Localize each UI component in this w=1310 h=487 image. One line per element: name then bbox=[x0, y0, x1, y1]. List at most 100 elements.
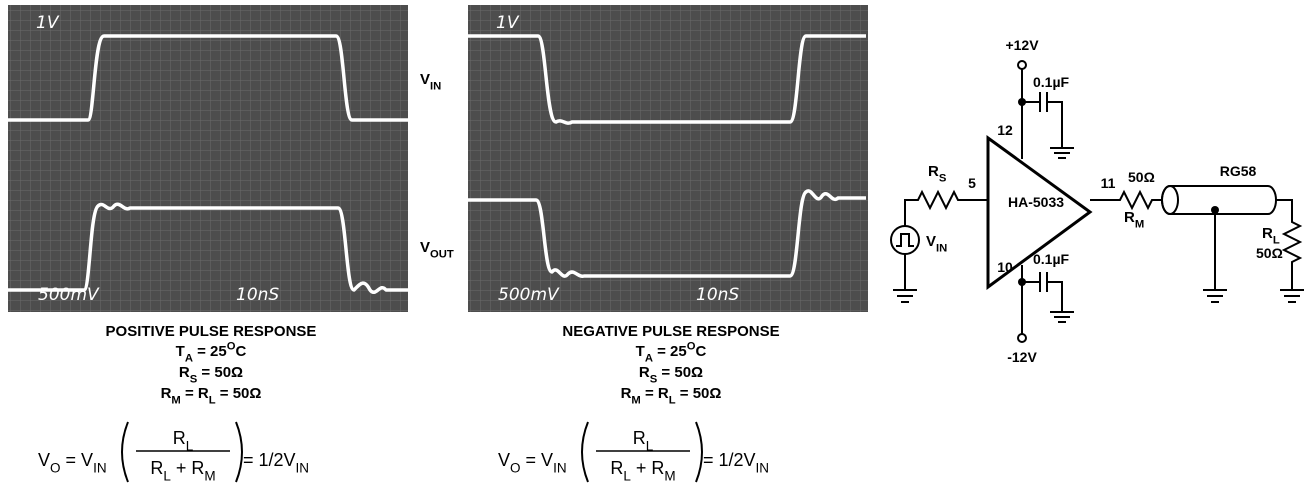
text-part: V bbox=[420, 71, 430, 88]
text-part: R bbox=[610, 458, 623, 478]
label: 10 bbox=[997, 259, 1013, 275]
label: RL bbox=[1262, 225, 1280, 246]
label: 50Ω bbox=[1128, 169, 1155, 185]
caption-line: TA = 25OC bbox=[176, 340, 247, 364]
text-part: + R bbox=[631, 458, 665, 478]
text-part: T bbox=[636, 343, 645, 360]
text-part: M bbox=[1135, 218, 1144, 230]
text-part: O bbox=[227, 340, 236, 352]
formula: = 1/2VIN bbox=[243, 450, 309, 475]
coax bbox=[1162, 186, 1276, 214]
text-part: C bbox=[236, 343, 247, 360]
caption-line: RM = RL = 50Ω bbox=[621, 385, 722, 406]
text-part: + R bbox=[171, 458, 205, 478]
terminal bbox=[1018, 61, 1026, 69]
text-part: R bbox=[1262, 225, 1273, 242]
text-part: S bbox=[939, 172, 947, 184]
source bbox=[891, 226, 919, 254]
text-part: R bbox=[928, 163, 939, 180]
text-part: R bbox=[179, 364, 190, 381]
paren bbox=[236, 422, 242, 482]
label: +12V bbox=[1005, 37, 1039, 53]
caption-line: RS = 50Ω bbox=[639, 364, 703, 385]
label: 11 bbox=[1101, 175, 1116, 191]
label: 0.1µF bbox=[1033, 251, 1070, 267]
figure: 1V500mV10nSPOSITIVE PULSE RESPONSETA = 2… bbox=[0, 0, 1310, 487]
scale-label: 500mV bbox=[498, 285, 560, 305]
signal-label: VOUT bbox=[420, 239, 454, 260]
rm-resistor bbox=[1090, 192, 1168, 208]
caption-line: RS = 50Ω bbox=[179, 364, 243, 385]
text-part: = 25 bbox=[193, 343, 227, 360]
text-part: V bbox=[498, 450, 510, 470]
text-part: C bbox=[696, 343, 707, 360]
label: 5 bbox=[968, 175, 976, 191]
text-part: V bbox=[420, 239, 430, 256]
paren bbox=[696, 422, 702, 482]
text-part: M bbox=[171, 394, 180, 406]
text-part: A bbox=[645, 352, 653, 364]
text-part: = 25 bbox=[653, 343, 687, 360]
cap-ground bbox=[1022, 92, 1074, 158]
scale-label: 10nS bbox=[236, 285, 279, 305]
label: VIN bbox=[926, 233, 947, 254]
label: RG58 bbox=[1220, 163, 1257, 179]
text-part: IN bbox=[296, 460, 310, 475]
terminal bbox=[1018, 334, 1026, 342]
label: -12V bbox=[1007, 349, 1037, 365]
scale-label: 500mV bbox=[38, 285, 100, 305]
rs-resistor bbox=[905, 192, 988, 226]
text-part: O bbox=[50, 460, 61, 475]
pulse-icon bbox=[896, 234, 914, 246]
text-part: M bbox=[204, 468, 215, 483]
label: 50Ω bbox=[1256, 245, 1283, 261]
text-part: IN bbox=[553, 460, 567, 475]
text-part: R bbox=[639, 364, 650, 381]
formula: RL bbox=[173, 428, 194, 453]
text-part: = R bbox=[641, 385, 669, 402]
cap-ground bbox=[1022, 272, 1074, 322]
label: 0.1µF bbox=[1033, 74, 1070, 90]
text-part: M bbox=[631, 394, 640, 406]
text-part: R bbox=[621, 385, 632, 402]
text-part: = 50Ω bbox=[197, 364, 243, 381]
text-part: IN bbox=[936, 242, 947, 254]
text-part: R bbox=[633, 428, 646, 448]
text-part: R bbox=[161, 385, 172, 402]
text-part: = 1/2V bbox=[243, 450, 296, 470]
text-part: OUT bbox=[430, 248, 454, 260]
text-part: IN bbox=[93, 460, 107, 475]
formula: RL bbox=[633, 428, 654, 453]
caption-line: RM = RL = 50Ω bbox=[161, 385, 262, 406]
text-part: = 50Ω bbox=[657, 364, 703, 381]
formula: = 1/2VIN bbox=[703, 450, 769, 475]
caption-title: POSITIVE PULSE RESPONSE bbox=[106, 323, 317, 340]
formula: VO = VIN bbox=[498, 450, 567, 475]
text-part: R bbox=[1124, 209, 1135, 226]
label: RS bbox=[928, 163, 947, 184]
circuit bbox=[891, 61, 1304, 342]
text-part: = V bbox=[61, 450, 94, 470]
caption-title: NEGATIVE PULSE RESPONSE bbox=[562, 323, 779, 340]
text-part: O bbox=[687, 340, 696, 352]
text-part: T bbox=[176, 343, 185, 360]
caption-line: TA = 25OC bbox=[636, 340, 707, 364]
paren bbox=[122, 422, 128, 482]
text-part: R bbox=[150, 458, 163, 478]
text-part: = 50Ω bbox=[676, 385, 722, 402]
scale-label: 10nS bbox=[696, 285, 739, 305]
label: HA-5033 bbox=[1008, 194, 1064, 210]
label: 12 bbox=[997, 122, 1013, 138]
formula: VO = VIN bbox=[38, 450, 107, 475]
formula: RL + RM bbox=[150, 458, 215, 483]
text-part: IN bbox=[430, 80, 441, 92]
text-part: IN bbox=[756, 460, 770, 475]
oscilloscope bbox=[468, 5, 868, 312]
text-part: = 1/2V bbox=[703, 450, 756, 470]
scale-label: 1V bbox=[496, 13, 520, 33]
formula: RL + RM bbox=[610, 458, 675, 483]
signal-label: VIN bbox=[420, 71, 441, 92]
text-part: O bbox=[510, 460, 521, 475]
ground bbox=[893, 254, 917, 302]
ground bbox=[1203, 210, 1227, 302]
